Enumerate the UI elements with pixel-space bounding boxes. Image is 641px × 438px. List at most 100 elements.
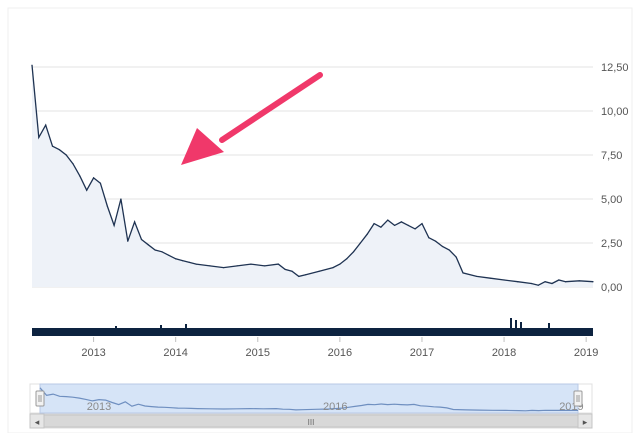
data-point (209, 265, 211, 267)
data-point (72, 163, 74, 165)
annotation-arrow-shaft (219, 72, 323, 143)
data-point (277, 263, 279, 265)
annotation-arrow-head (181, 128, 224, 165)
data-point (339, 263, 341, 265)
data-point (168, 254, 170, 256)
series-area (32, 65, 593, 287)
y-tick-label: 12,50 (601, 62, 629, 74)
data-point (284, 268, 286, 270)
x-tick-label: 2019 (574, 347, 598, 359)
data-point (106, 205, 108, 207)
data-point (558, 279, 560, 281)
data-point (175, 258, 177, 260)
data-point (346, 258, 348, 260)
data-point (127, 240, 129, 242)
data-point (134, 221, 136, 223)
data-point (373, 223, 375, 225)
data-point (448, 249, 450, 251)
volume-spike (520, 322, 522, 328)
data-point (551, 282, 553, 285)
scrollbar-right-button[interactable] (577, 413, 593, 429)
navigator-right-handle[interactable] (573, 390, 583, 407)
x-tick-label: 2016 (328, 347, 352, 359)
data-point (537, 284, 539, 286)
data-point (291, 270, 293, 272)
data-point (195, 263, 197, 265)
data-point (332, 267, 334, 269)
data-point (565, 281, 567, 283)
navigator-left-handle[interactable] (35, 390, 45, 407)
data-point (92, 177, 95, 179)
data-point (79, 175, 81, 177)
x-tick-label: 2013 (81, 347, 105, 359)
data-point (393, 224, 396, 226)
data-point (305, 274, 307, 276)
data-point (58, 149, 60, 151)
volume-spike (548, 323, 550, 328)
data-point (462, 272, 464, 274)
data-point (120, 198, 122, 200)
data-point (113, 224, 115, 226)
y-tick-label: 0,00 (601, 282, 622, 294)
data-point (517, 281, 519, 283)
data-point (86, 189, 88, 191)
x-tick-label: 2017 (410, 347, 434, 359)
y-tick-label: 5,00 (601, 194, 622, 206)
navigator[interactable]: 2013 2016 2019◂ ▸III (29, 383, 593, 429)
navigator-series-line (39, 387, 578, 412)
scroll-left-arrow-icon: ◂ (35, 417, 40, 427)
data-point (264, 265, 266, 267)
x-tick-label: 2018 (492, 347, 516, 359)
data-point (366, 233, 368, 235)
x-axis: 2013 2014 2015 2016 2017 2018 2019 (81, 337, 598, 359)
volume-spike (185, 324, 187, 328)
data-point (51, 145, 54, 147)
annotation-layer (181, 72, 323, 165)
volume-spike (515, 320, 517, 328)
data-point (592, 281, 594, 283)
data-point (530, 282, 533, 285)
data-point (421, 223, 423, 225)
scrollbar-left-button[interactable] (29, 413, 45, 429)
data-point (250, 263, 252, 265)
data-point (544, 281, 546, 283)
data-point (441, 245, 444, 248)
data-point (154, 249, 156, 251)
volume-layer (32, 318, 593, 336)
scrollbar-grip-icon: III (308, 418, 315, 427)
data-point (181, 260, 184, 262)
series-line (31, 65, 594, 286)
navigator-selection[interactable] (39, 383, 579, 414)
area-layer (31, 64, 594, 287)
data-point (147, 244, 149, 246)
y-tick-label: 10,00 (601, 106, 629, 118)
data-point (359, 242, 361, 244)
data-point (99, 182, 102, 184)
navigator-tick-label: 2016 (323, 401, 347, 413)
data-point (578, 280, 580, 282)
data-point (428, 237, 430, 239)
scroll-right-arrow-icon: ▸ (583, 417, 588, 427)
data-point (65, 154, 67, 156)
data-point (400, 221, 403, 223)
data-point (140, 238, 143, 241)
data-point (435, 240, 437, 242)
data-point (380, 226, 382, 228)
data-point (503, 279, 505, 281)
data-point (161, 251, 163, 253)
data-point (489, 277, 491, 279)
volume-spike (510, 318, 512, 328)
data-point (407, 224, 409, 226)
data-point (31, 64, 33, 66)
data-point (352, 251, 355, 253)
data-point (414, 228, 416, 230)
navigator-tick-label: 2013 (87, 401, 111, 413)
x-tick-label: 2014 (163, 347, 187, 359)
data-point (222, 267, 225, 269)
data-point (476, 275, 478, 278)
data-point (45, 124, 47, 126)
volume-bars (32, 328, 593, 336)
data-point (318, 270, 320, 272)
